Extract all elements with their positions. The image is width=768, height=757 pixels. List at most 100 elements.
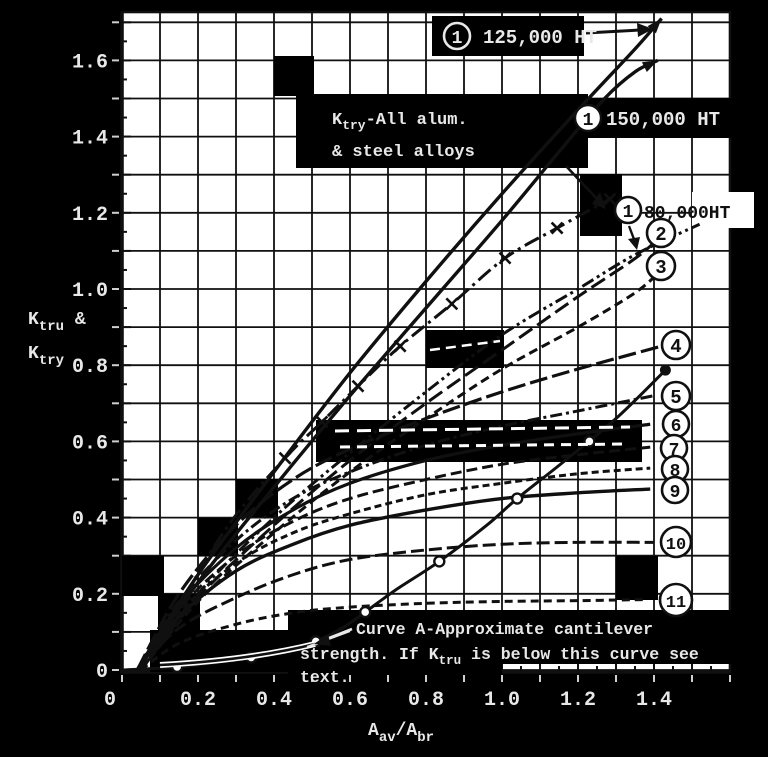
callout-2: 2 [645, 217, 677, 249]
inverted-dash [429, 339, 501, 352]
x-marker [498, 251, 512, 265]
curve-1-125-000-ht [135, 17, 663, 671]
svg-text:3: 3 [655, 257, 666, 279]
annotation-curve-a: Curve A-Approximate cantilever strength.… [300, 620, 699, 687]
callout-3: 3 [645, 250, 677, 282]
alloys-line1: Ktry-All alum. [332, 111, 468, 133]
label-ht150: 1 150,000 HT [573, 103, 720, 133]
callout-number: 1 [452, 29, 463, 49]
y-tick-label: 0 [96, 661, 108, 684]
note-line2: strength. If Ktru is below this curve se… [300, 645, 699, 668]
label-ht125: 1 125,000 HT [442, 21, 597, 51]
note-line1: Curve A-Approximate cantilever [356, 620, 653, 639]
axis-labels-layer: 0 0.2 0.4 0.6 0.8 1.0 1.2 1.4 0 0.2 0.4 0.6 0.8 1.0 1.… [72, 21, 731, 712]
scan-artifact-patch [616, 556, 658, 600]
y-title-line2: Ktry [28, 344, 65, 369]
callout-circle-1 [573, 103, 603, 133]
ht150-label: 150,000 HT [606, 109, 720, 131]
label-backing-ht80 [692, 192, 754, 228]
curve-11 [140, 598, 647, 672]
curve-9 [135, 487, 651, 672]
callout-number: 1 [623, 203, 634, 223]
arrow-head-ht80 [628, 237, 640, 250]
y-tick-label: 0.6 [72, 432, 108, 455]
ht125-label: 125,000 HT [483, 27, 597, 49]
x-marker [315, 415, 329, 429]
inverted-dash [339, 442, 626, 449]
callout-11: 11 [658, 582, 694, 618]
svg-text:6: 6 [671, 417, 682, 437]
svg-text:10: 10 [666, 536, 686, 555]
x-tick-label: 1.0 [484, 689, 520, 712]
x-axis-title: Aav/Abr [368, 721, 434, 746]
y-tick-label: 0.2 [72, 585, 108, 608]
curve-1-150-000-ht [135, 58, 659, 671]
annotation-box-curve-a2 [288, 664, 502, 688]
svg-text:2: 2 [655, 224, 666, 246]
x-tick-label: 0.4 [256, 689, 292, 712]
pointer-arrows [306, 23, 653, 649]
x-tick-label: 1.4 [636, 689, 672, 712]
alloys-line2: & steel alloys [332, 143, 475, 162]
note-line3: text. [300, 668, 350, 687]
o-marker [433, 555, 446, 568]
annotation-alloys: Ktry-All alum. & steel alloys [332, 111, 475, 162]
x-tick-label: 0 [104, 689, 116, 712]
x-marker [550, 221, 564, 235]
curve-7 [135, 445, 651, 671]
arrow-head-alloys [592, 192, 606, 209]
scan-artifact-patch [274, 56, 314, 96]
arrow-head-ht125 [637, 23, 653, 37]
x-marker [393, 339, 407, 353]
callout-5: 5 [660, 380, 692, 412]
callout-10: 10 [659, 525, 693, 559]
curve-arrow-head [641, 60, 658, 73]
callout-circle-1 [613, 195, 643, 225]
annotation-box-alloys [296, 94, 588, 168]
o-marker [359, 605, 372, 619]
end-dot-marker [659, 364, 671, 376]
svg-text:7: 7 [669, 441, 680, 461]
curve-arrow-head [647, 18, 662, 34]
curve-6 [135, 422, 651, 671]
y-tick-label: 1.0 [72, 280, 108, 303]
x-marker [445, 297, 459, 311]
callout-circle-1 [442, 21, 472, 51]
callout-9: 9 [660, 475, 690, 505]
svg-text:5: 5 [670, 387, 681, 409]
callout-6: 6 [661, 409, 691, 439]
arrow-head-curve-a [314, 634, 331, 646]
svg-text:9: 9 [670, 483, 681, 503]
curve-4 [135, 344, 663, 671]
curve-a-over-patch [159, 642, 316, 667]
y-tick-label: 0.4 [72, 509, 108, 532]
y-tick-label: 1.4 [72, 128, 108, 151]
inverted-stroke-layer [159, 339, 631, 668]
x-marker [278, 451, 292, 465]
curve-1-80-000-ht [139, 222, 701, 671]
svg-text:11: 11 [666, 594, 686, 613]
annotations-layer: 1 125,000 HT 1 150,000 HT 1 80,000HT Ktr… [28, 21, 731, 746]
svg-text:8: 8 [670, 462, 681, 482]
curve-10 [136, 540, 655, 672]
label-ht80: 1 80,000HT [613, 195, 731, 225]
curve-5 [135, 394, 655, 671]
inverted-dash [334, 425, 631, 433]
curves-layer [121, 17, 701, 674]
x-tick-label: 0.8 [408, 689, 444, 712]
x-marker [603, 192, 617, 206]
x-tick-label: 0.2 [180, 689, 216, 712]
y-axis-title: Ktru & Ktry [28, 310, 86, 369]
arrow-line-alloys [565, 165, 599, 201]
x-tick-label: 1.2 [560, 689, 596, 712]
y-tick-label: 1.6 [72, 51, 108, 74]
annotation-box-curve-a [288, 610, 768, 664]
curve-8 [135, 466, 651, 671]
scan-artifact-patch [122, 556, 164, 596]
arrow-line-ht125 [585, 28, 641, 35]
y-tick-label: 1.2 [72, 204, 108, 227]
y-title-line1: Ktru & [28, 310, 86, 335]
curve-2 [139, 234, 663, 671]
y-tick-label: 0.8 [72, 356, 108, 379]
